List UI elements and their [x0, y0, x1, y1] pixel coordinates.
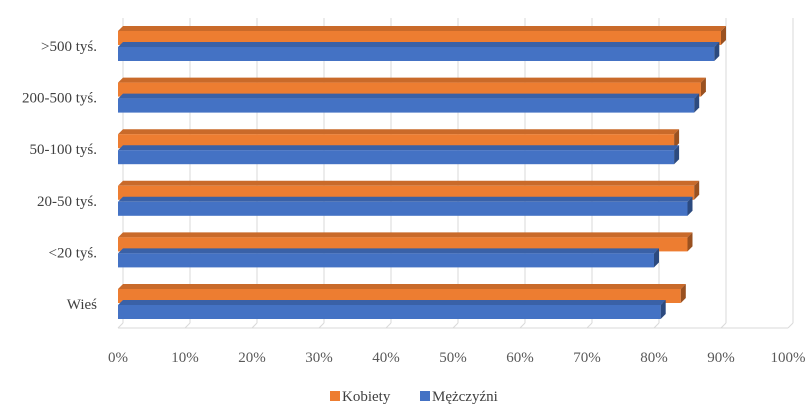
- gridline-floor: [519, 322, 526, 329]
- bar-kobiety: [118, 26, 726, 45]
- x-tick-label: 50%: [439, 350, 467, 366]
- gridline-floor: [385, 322, 392, 329]
- gridline-floor: [318, 322, 325, 329]
- gridline-floor: [251, 322, 258, 329]
- category-label: 20-50 tyś.: [37, 194, 97, 210]
- x-tick-label: 90%: [707, 350, 735, 366]
- category-label: Wieś: [67, 297, 97, 313]
- gridlines: [117, 18, 794, 329]
- gridline-floor: [653, 322, 660, 329]
- x-tick-label: 0%: [108, 350, 128, 366]
- gridline-floor: [586, 322, 593, 329]
- x-axis-ticks: 0% 10% 20% 30% 40% 50% 60% 70% 80% 90% 100%: [108, 350, 805, 366]
- x-tick-label: 10%: [171, 350, 199, 366]
- bar-mezczyzni: [118, 248, 659, 268]
- x-tick-label: 80%: [640, 350, 668, 366]
- x-tick-label: 100%: [771, 350, 805, 366]
- bar-kobiety: [118, 180, 700, 200]
- bars: [118, 26, 726, 319]
- bar-kobiety: [118, 77, 706, 97]
- legend-swatch-mezczyzni: [420, 391, 430, 401]
- bar-mezczyzni: [118, 42, 720, 61]
- bar-mezczyzni: [118, 145, 680, 165]
- bar-mezczyzni: [118, 196, 693, 216]
- bar-mezczyzni: [118, 93, 700, 113]
- bar-kobiety: [118, 129, 680, 149]
- category-label: 50-100 tyś.: [30, 142, 98, 158]
- legend: Kobiety Mężczyźni: [330, 389, 498, 405]
- category-label: 200-500 tyś.: [22, 91, 97, 107]
- category-label: >500 tyś.: [41, 39, 97, 55]
- x-tick-label: 70%: [573, 350, 601, 366]
- bar-mezczyzni: [118, 300, 666, 319]
- x-tick-label: 60%: [506, 350, 534, 366]
- gridline-floor: [117, 322, 124, 329]
- x-tick-label: 40%: [372, 350, 400, 366]
- gridline-floor: [184, 322, 191, 329]
- x-tick-label: 20%: [238, 350, 266, 366]
- gridline-floor: [787, 322, 794, 329]
- y-axis-categories: >500 tyś. 200-500 tyś. 50-100 tyś. 20-50 ty…: [22, 39, 97, 313]
- legend-label-kobiety: Kobiety: [342, 389, 391, 405]
- category-label: <20 tyś.: [49, 245, 97, 261]
- gridline-floor: [720, 322, 727, 329]
- bar-kobiety: [118, 232, 693, 252]
- x-tick-label: 30%: [305, 350, 333, 366]
- legend-swatch-kobiety: [330, 391, 340, 401]
- gridline-floor: [452, 322, 459, 329]
- bar-kobiety: [118, 284, 686, 303]
- legend-label-mezczyzni: Mężczyźni: [432, 389, 498, 405]
